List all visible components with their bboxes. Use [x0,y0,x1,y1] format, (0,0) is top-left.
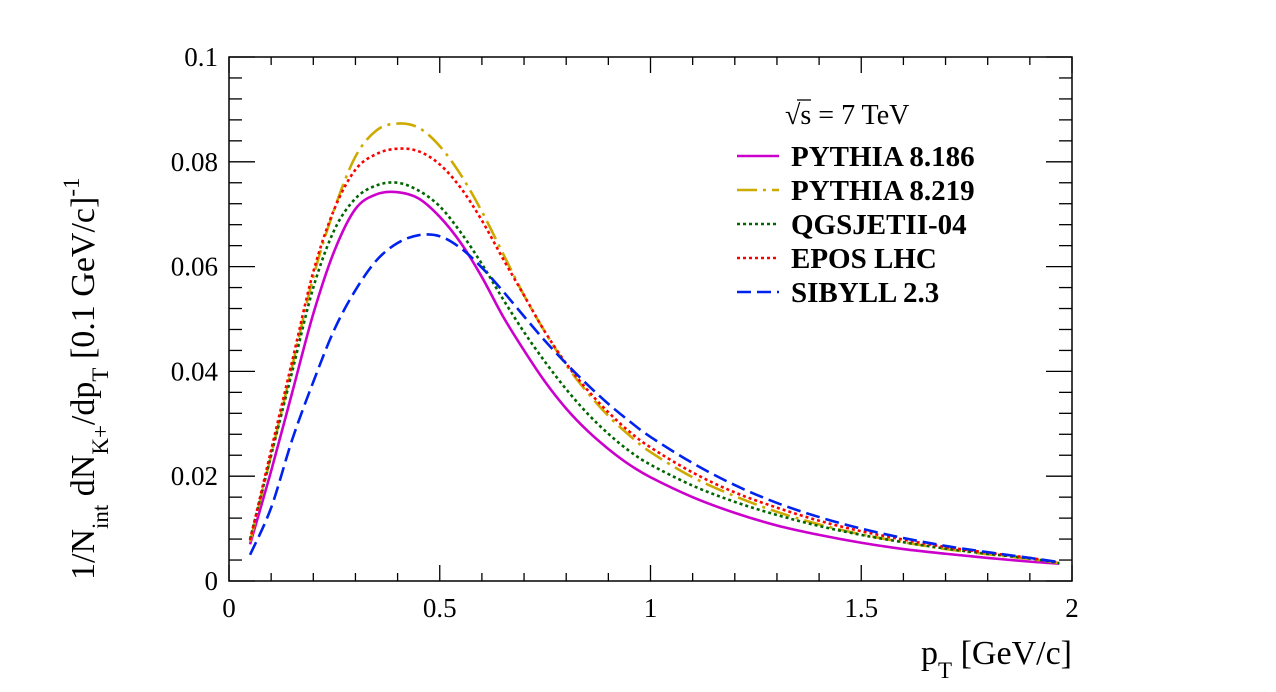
legend-header: √s = 7 TeV [785,100,909,131]
y-tick-label: 0.06 [171,252,218,282]
legend-label: SIBYLL 2.3 [791,277,939,309]
legend-label: PYTHIA 8.219 [791,175,975,207]
legend-label: EPOS LHC [791,243,937,275]
series-line-pythia-8-219 [248,122,1060,565]
x-axis-title: pT [GeV/c] [921,635,1072,683]
sqrt-symbol: √ [785,100,801,131]
legend-label: QGSJETII-04 [791,209,967,241]
y-tick-label: 0.08 [171,147,218,177]
legend-label: PYTHIA 8.186 [791,141,975,173]
y-tick-label: 0.02 [171,461,218,491]
x-tick-label: 2 [1065,593,1079,623]
y-tick-label: 0.1 [184,42,218,72]
tick-labels: 0 0.5 1 1.5 2 0 0.02 0.04 0.06 0.08 0.1 [171,42,1079,623]
x-tick-label: 1 [644,593,658,623]
y-tick-label: 0 [205,566,219,596]
series-line-pythia-8-186 [248,190,1060,566]
x-tick-label: 0.5 [423,593,457,623]
plot-frame [228,56,1073,582]
y-tick-label: 0.04 [171,356,219,386]
x-tick-label: 0 [222,593,236,623]
x-tick-label: 1.5 [844,593,878,623]
series-lines [248,122,1060,566]
y-axis-title: 1/Nint dNK+/dpT [0.1 GeV/c]-1 [59,177,113,580]
tick-marks [228,56,1073,582]
